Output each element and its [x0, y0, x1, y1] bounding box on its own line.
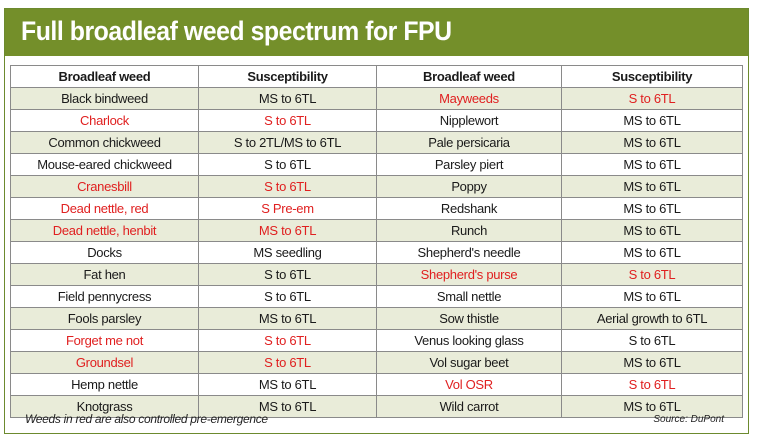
- weed-right-cell: Shepherd's needle: [376, 241, 562, 264]
- weed-left-cell: Black bindweed: [10, 87, 199, 110]
- susceptibility-right-cell: MS to 6TL: [561, 395, 743, 418]
- weed-right-cell: Vol OSR: [376, 373, 562, 396]
- source-credit: Source: DuPont: [653, 414, 724, 425]
- susceptibility-right-cell: Aerial growth to 6TL: [561, 307, 743, 330]
- susceptibility-left-cell: S to 6TL: [198, 351, 377, 374]
- weed-right-cell: Pale persicaria: [376, 131, 562, 154]
- weed-left-cell: Dead nettle, henbit: [10, 219, 199, 242]
- footnote: Weeds in red are also controlled pre-eme…: [25, 412, 268, 426]
- susceptibility-left-cell: MS to 6TL: [198, 373, 377, 396]
- weed-spectrum-panel: Full broadleaf weed spectrum for FPU Bro…: [4, 8, 749, 434]
- susceptibility-left-cell: MS to 6TL: [198, 307, 377, 330]
- weed-left-cell: Hemp nettle: [10, 373, 199, 396]
- table-row: Groundsel S to 6TL Vol sugar beet MS to 6TL: [10, 351, 743, 374]
- table-header-row: Broadleaf weed Susceptibility Broadleaf …: [10, 65, 743, 88]
- weed-left-cell: Cranesbill: [10, 175, 199, 198]
- table-row: Hemp nettle MS to 6TL Vol OSR S to 6TL: [10, 373, 743, 396]
- susceptibility-right-cell: MS to 6TL: [561, 175, 743, 198]
- susceptibility-right-cell: MS to 6TL: [561, 109, 743, 132]
- column-header-weed-right: Broadleaf weed: [376, 65, 562, 88]
- weed-right-cell: Poppy: [376, 175, 562, 198]
- table-row: Fat hen S to 6TL Shepherd's purse S to 6TL: [10, 263, 743, 286]
- susceptibility-right-cell: MS to 6TL: [561, 219, 743, 242]
- weed-left-cell: Field pennycress: [10, 285, 199, 308]
- weed-right-cell: Runch: [376, 219, 562, 242]
- weed-right-cell: Small nettle: [376, 285, 562, 308]
- weed-left-cell: Forget me not: [10, 329, 199, 352]
- table-row: Black bindweed MS to 6TL Mayweeds S to 6TL: [10, 87, 743, 110]
- weed-right-cell: Shepherd's purse: [376, 263, 562, 286]
- table-row: Knotgrass MS to 6TL Wild carrot MS to 6TL: [10, 395, 743, 418]
- weed-right-cell: Parsley piert: [376, 153, 562, 176]
- weed-right-cell: Redshank: [376, 197, 562, 220]
- susceptibility-left-cell: MS to 6TL: [198, 395, 377, 418]
- table-row: Common chickweed S to 2TL/MS to 6TL Pale p…: [10, 131, 743, 154]
- column-header-susceptibility-right: Susceptibility: [561, 65, 743, 88]
- weed-left-cell: Fools parsley: [10, 307, 199, 330]
- weed-left-cell: Charlock: [10, 109, 199, 132]
- susceptibility-left-cell: S to 2TL/MS to 6TL: [198, 131, 377, 154]
- weed-left-cell: Dead nettle, red: [10, 197, 199, 220]
- susceptibility-left-cell: S to 6TL: [198, 285, 377, 308]
- susceptibility-left-cell: S to 6TL: [198, 263, 377, 286]
- susceptibility-left-cell: S to 6TL: [198, 153, 377, 176]
- table-row: Field pennycress S to 6TL Small nettle MS t…: [10, 285, 743, 308]
- susceptibility-right-cell: MS to 6TL: [561, 153, 743, 176]
- susceptibility-right-cell: MS to 6TL: [561, 131, 743, 154]
- susceptibility-right-cell: MS to 6TL: [561, 285, 743, 308]
- susceptibility-left-cell: MS seedling: [198, 241, 377, 264]
- table-row: Fools parsley MS to 6TL Sow thistle Aerial …: [10, 307, 743, 330]
- table-row: Mouse-eared chickweed S to 6TL Parsley pie…: [10, 153, 743, 176]
- weed-left-cell: Fat hen: [10, 263, 199, 286]
- table-row: Docks MS seedling Shepherd's needle MS to 6…: [10, 241, 743, 264]
- susceptibility-right-cell: MS to 6TL: [561, 351, 743, 374]
- table-row: Cranesbill S to 6TL Poppy MS to 6TL: [10, 175, 743, 198]
- susceptibility-left-cell: S to 6TL: [198, 175, 377, 198]
- weed-left-cell: Mouse-eared chickweed: [10, 153, 199, 176]
- weed-right-cell: Venus looking glass: [376, 329, 562, 352]
- weed-right-cell: Mayweeds: [376, 87, 562, 110]
- page-title: Full broadleaf weed spectrum for FPU: [21, 16, 452, 46]
- weed-right-cell: Vol sugar beet: [376, 351, 562, 374]
- weed-left-cell: Common chickweed: [10, 131, 199, 154]
- table-row: Dead nettle, henbit MS to 6TL Runch MS to 6…: [10, 219, 743, 242]
- weed-table: Broadleaf weed Susceptibility Broadleaf …: [10, 65, 743, 418]
- susceptibility-right-cell: S to 6TL: [561, 329, 743, 352]
- column-header-weed-left: Broadleaf weed: [10, 65, 199, 88]
- susceptibility-left-cell: S Pre-em: [198, 197, 377, 220]
- table-row: Charlock S to 6TL Nipplewort MS to 6TL: [10, 109, 743, 132]
- susceptibility-left-cell: S to 6TL: [198, 329, 377, 352]
- weed-right-cell: Nipplewort: [376, 109, 562, 132]
- susceptibility-right-cell: MS to 6TL: [561, 241, 743, 264]
- weed-right-cell: Sow thistle: [376, 307, 562, 330]
- table-row: Dead nettle, red S Pre-em Redshank MS to 6T…: [10, 197, 743, 220]
- susceptibility-right-cell: S to 6TL: [561, 87, 743, 110]
- column-header-susceptibility-left: Susceptibility: [198, 65, 377, 88]
- susceptibility-right-cell: S to 6TL: [561, 263, 743, 286]
- weed-left-cell: Knotgrass: [10, 395, 199, 418]
- weed-right-cell: Wild carrot: [376, 395, 562, 418]
- susceptibility-right-cell: MS to 6TL: [561, 197, 743, 220]
- weed-left-cell: Docks: [10, 241, 199, 264]
- susceptibility-left-cell: S to 6TL: [198, 109, 377, 132]
- susceptibility-left-cell: MS to 6TL: [198, 87, 377, 110]
- weed-left-cell: Groundsel: [10, 351, 199, 374]
- susceptibility-right-cell: S to 6TL: [561, 373, 743, 396]
- susceptibility-left-cell: MS to 6TL: [198, 219, 377, 242]
- table-row: Forget me not S to 6TL Venus looking glass…: [10, 329, 743, 352]
- title-bar: Full broadleaf weed spectrum for FPU: [5, 9, 748, 56]
